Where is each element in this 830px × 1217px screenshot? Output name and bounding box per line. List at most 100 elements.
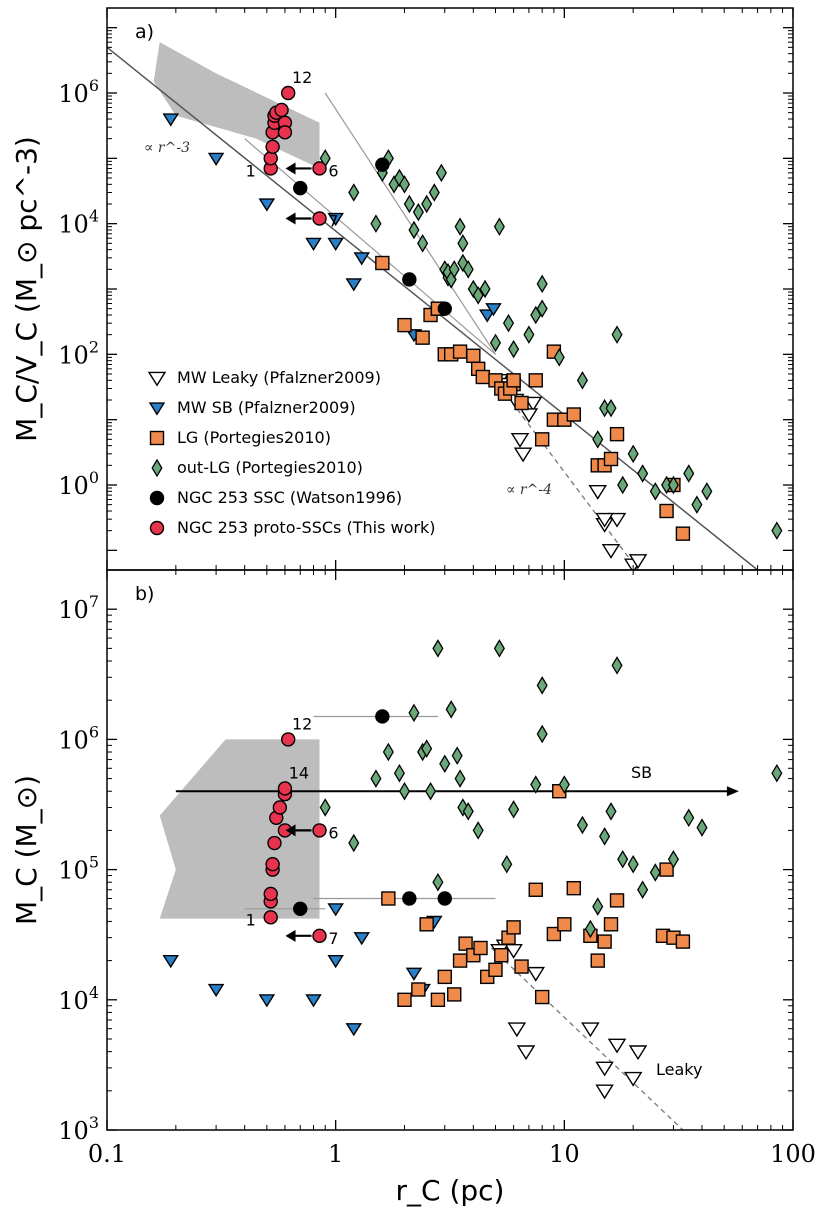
data-point bbox=[462, 802, 474, 821]
data-point bbox=[627, 444, 639, 464]
data-point bbox=[305, 994, 322, 1008]
data-point bbox=[607, 1038, 627, 1054]
x-tick-label: 100 bbox=[770, 1140, 816, 1168]
data-point bbox=[421, 194, 433, 214]
data-point bbox=[327, 237, 344, 251]
data-point bbox=[415, 330, 430, 345]
data-point bbox=[293, 901, 308, 916]
data-point bbox=[345, 1023, 363, 1037]
data-point bbox=[417, 234, 429, 253]
data-point bbox=[327, 955, 344, 969]
data-point bbox=[546, 926, 562, 942]
data-point bbox=[447, 987, 462, 1002]
data-point bbox=[675, 526, 691, 541]
data-point bbox=[375, 709, 390, 724]
limit-arrow-head bbox=[285, 824, 296, 837]
data-point bbox=[258, 994, 276, 1008]
data-point bbox=[771, 763, 783, 783]
data-point bbox=[506, 373, 521, 388]
data-point bbox=[601, 544, 621, 559]
data-point bbox=[274, 102, 289, 118]
data-point bbox=[526, 966, 546, 982]
data-point bbox=[494, 948, 509, 963]
y-axis-title: M_C/V_C (M_⊙ pc^-3) bbox=[10, 136, 43, 442]
sb-arrow-head bbox=[726, 786, 739, 797]
legend-marker bbox=[149, 520, 165, 536]
data-point bbox=[611, 656, 623, 675]
data-point bbox=[412, 202, 424, 222]
panel-label: a) bbox=[135, 21, 154, 43]
y-tick-label: 100 bbox=[58, 468, 99, 500]
data-point bbox=[771, 521, 783, 540]
data-point bbox=[649, 863, 661, 882]
r-minus-3-line-upper bbox=[244, 138, 496, 355]
data-point bbox=[312, 211, 327, 226]
data-point bbox=[502, 313, 515, 333]
data-point bbox=[421, 739, 433, 758]
data-point bbox=[519, 408, 539, 424]
data-point bbox=[595, 512, 614, 528]
x-tick-label: 10 bbox=[549, 1140, 580, 1168]
data-point bbox=[277, 781, 293, 796]
leaky-line bbox=[490, 947, 684, 1130]
data-point bbox=[508, 800, 520, 819]
data-point bbox=[370, 214, 382, 233]
legend: MW Leaky (Pfalzner2009) MW SB (Pfalzner20… bbox=[147, 368, 435, 537]
data-point bbox=[605, 398, 617, 418]
data-point bbox=[485, 303, 502, 317]
data-point bbox=[467, 279, 479, 299]
data-point bbox=[516, 1045, 536, 1061]
data-point bbox=[528, 373, 543, 388]
leaky-label: Leaky bbox=[656, 1060, 702, 1079]
data-point bbox=[353, 932, 370, 946]
legend-label: LG (Portegies2010) bbox=[177, 428, 331, 447]
x-tick-label: 0.1 bbox=[88, 1140, 126, 1168]
data-point bbox=[493, 639, 505, 658]
data-point bbox=[162, 113, 180, 127]
data-point bbox=[327, 903, 344, 917]
data-point bbox=[523, 325, 535, 344]
data-point bbox=[603, 917, 619, 932]
data-point bbox=[435, 163, 447, 183]
data-point bbox=[599, 827, 611, 846]
point-label: 12 bbox=[292, 714, 312, 733]
data-point bbox=[701, 482, 713, 501]
data-point bbox=[312, 928, 327, 944]
data-point bbox=[451, 746, 463, 765]
data-point bbox=[592, 430, 604, 449]
data-point bbox=[263, 910, 278, 925]
data-point bbox=[611, 325, 623, 344]
data-point bbox=[501, 854, 513, 874]
data-point bbox=[473, 940, 488, 956]
data-point bbox=[345, 278, 363, 292]
data-point bbox=[424, 781, 437, 801]
data-point bbox=[534, 989, 550, 1005]
data-point bbox=[576, 815, 588, 835]
data-point bbox=[258, 198, 276, 212]
data-point bbox=[327, 212, 344, 227]
data-point bbox=[597, 934, 612, 949]
limit-arrow-head bbox=[285, 162, 296, 175]
slope-annotation-r3: ∝ r^-3 bbox=[144, 140, 190, 156]
panel-label: b) bbox=[135, 583, 154, 605]
data-point bbox=[454, 769, 466, 788]
data-point bbox=[393, 763, 405, 783]
data-point bbox=[510, 433, 530, 448]
data-point bbox=[489, 333, 502, 353]
data-point bbox=[603, 451, 619, 467]
data-point bbox=[576, 371, 588, 390]
data-point bbox=[411, 982, 426, 997]
data-point bbox=[445, 700, 457, 719]
data-point bbox=[439, 754, 451, 774]
y-tick-label: 105 bbox=[58, 853, 99, 885]
data-point bbox=[508, 339, 520, 359]
data-point bbox=[617, 850, 629, 869]
data-point bbox=[566, 407, 581, 422]
data-point bbox=[590, 953, 605, 968]
data-point bbox=[454, 217, 466, 236]
data-point bbox=[353, 252, 370, 266]
y-tick-label: 106 bbox=[58, 722, 99, 754]
data-point bbox=[507, 1022, 527, 1038]
data-point bbox=[667, 850, 679, 869]
